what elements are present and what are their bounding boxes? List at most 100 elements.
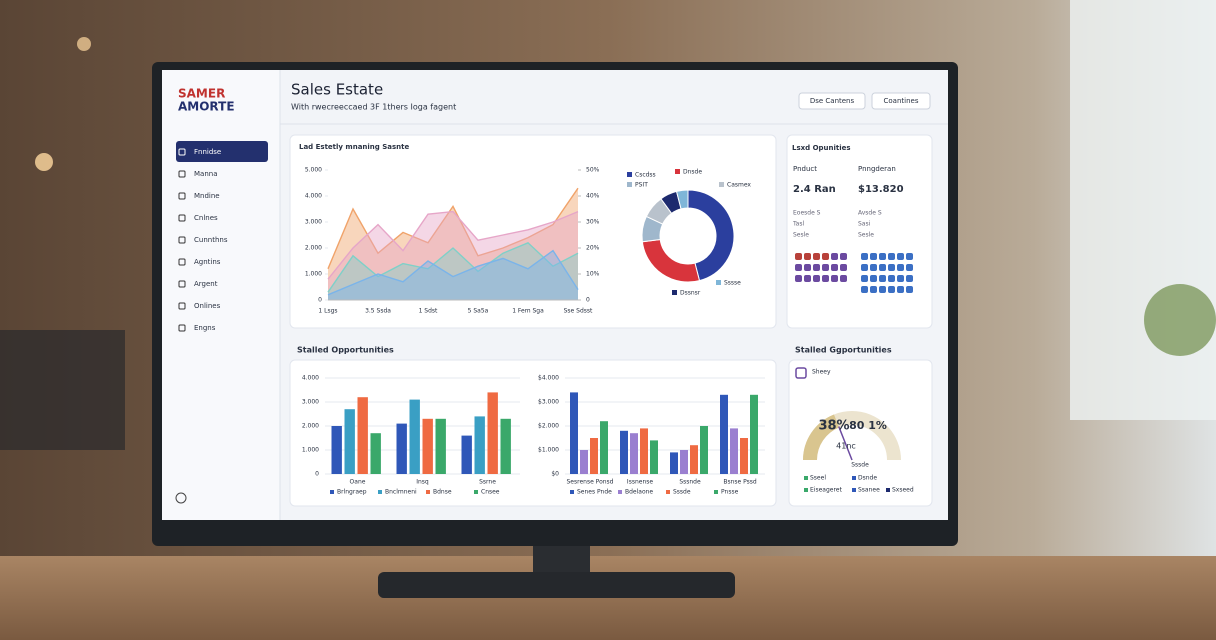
- brand-icon: [795, 367, 807, 379]
- button[interactable]: [871, 92, 931, 110]
- x-tick-label: Sssnde: [679, 479, 701, 486]
- nav-icon[interactable]: [178, 148, 186, 156]
- window: [1070, 0, 1216, 420]
- stat-line: Eoesde S: [793, 210, 821, 217]
- dot: [795, 264, 802, 271]
- page-title: Sales Estate: [291, 81, 383, 99]
- nav-icon[interactable]: [178, 302, 186, 310]
- y-tick-label: $0: [551, 471, 559, 478]
- nav-item[interactable]: Argent: [194, 280, 218, 288]
- legend-label: Sssse: [724, 280, 741, 287]
- legend-label: Brlngraep: [337, 489, 367, 496]
- dot: [840, 264, 847, 271]
- button[interactable]: [798, 92, 866, 110]
- dot: [804, 253, 811, 260]
- x-tick-label: 5 Sa5a: [468, 308, 489, 315]
- nav-icon[interactable]: [178, 280, 186, 288]
- y-tick-label: $1.000: [538, 447, 559, 454]
- x-tick-label: Insq: [416, 479, 429, 486]
- nav-item[interactable]: Onlines: [194, 302, 221, 310]
- button-label[interactable]: Dse Cantens: [810, 97, 855, 105]
- y2-tick-label: 50%: [586, 167, 600, 174]
- gauge-secondary: 80 1%: [849, 419, 887, 432]
- nav-item[interactable]: Mndine: [194, 192, 220, 200]
- y-tick-label: 3.000: [305, 219, 322, 226]
- area-fill: [328, 188, 578, 300]
- help-icon[interactable]: [175, 492, 187, 504]
- dot: [870, 275, 877, 282]
- y-tick-label: 0: [315, 471, 319, 478]
- y2-tick-label: 10%: [586, 271, 600, 278]
- nav-item[interactable]: Cunnthns: [194, 236, 228, 244]
- nav-icon[interactable]: [178, 236, 186, 244]
- bar: [670, 452, 678, 474]
- legend-swatch: [627, 182, 632, 187]
- x-tick-label: Issnense: [627, 479, 653, 486]
- dot: [795, 275, 802, 282]
- dot: [795, 253, 802, 260]
- dot: [813, 275, 820, 282]
- nav-icon[interactable]: [178, 170, 186, 178]
- legend-swatch: [852, 476, 856, 480]
- bar: [474, 416, 485, 474]
- bar: [650, 440, 658, 474]
- legend-swatch: [618, 490, 622, 494]
- panel-title: Lsxd Opunities: [792, 144, 851, 152]
- button-label[interactable]: Coantines: [884, 97, 919, 105]
- bar: [720, 394, 728, 474]
- lamp: [77, 37, 91, 51]
- logo: AMORTE: [178, 100, 235, 114]
- bar: [500, 418, 511, 474]
- bar: [640, 428, 648, 474]
- legend-label: Bdnse: [433, 489, 452, 496]
- legend-swatch: [714, 490, 718, 494]
- dot: [870, 264, 877, 271]
- nav-item[interactable]: Manna: [194, 170, 218, 178]
- nav-icon[interactable]: [178, 258, 186, 266]
- bar: [435, 418, 446, 474]
- bar: [409, 399, 420, 474]
- dot: [879, 264, 886, 271]
- y2-tick-label: 20%: [586, 245, 600, 252]
- dot: [879, 286, 886, 293]
- nav-item[interactable]: Cnlnes: [194, 214, 218, 222]
- bar: [331, 426, 342, 474]
- bar: [630, 433, 638, 474]
- dot: [822, 275, 829, 282]
- dot: [831, 275, 838, 282]
- legend-swatch: [426, 490, 430, 494]
- stat-value: $13.820: [858, 184, 904, 195]
- dot: [879, 253, 886, 260]
- nav-item[interactable]: Engns: [194, 324, 216, 332]
- legend-swatch: [627, 172, 632, 177]
- panel: [289, 134, 777, 329]
- nav-icon[interactable]: [178, 192, 186, 200]
- legend-label: Bnclmneni: [385, 489, 417, 496]
- area-fill: [328, 242, 578, 300]
- nav-item[interactable]: Fnnidse: [194, 148, 221, 156]
- bar: [487, 392, 498, 474]
- legend-swatch: [570, 490, 574, 494]
- panel: [788, 359, 933, 507]
- y-tick-label: $3.000: [538, 399, 559, 406]
- monitor-base: [378, 572, 735, 598]
- dot: [840, 275, 847, 282]
- stat-line: Avsde S: [858, 210, 882, 217]
- stat-label: Pnngderan: [858, 165, 896, 173]
- nav-icon[interactable]: [178, 214, 186, 222]
- x-tick-label: Bsnse Pssd: [723, 479, 757, 486]
- area-line: [327, 241, 579, 293]
- nav-item[interactable]: Agntins: [194, 258, 221, 266]
- dot: [840, 253, 847, 260]
- nav-icon[interactable]: [178, 324, 186, 332]
- dot: [831, 264, 838, 271]
- y-tick-label: 5.000: [305, 167, 322, 174]
- dot: [879, 275, 886, 282]
- bar: [357, 397, 368, 474]
- nav-active[interactable]: [176, 141, 268, 162]
- chart-title: Lad Estetly mnaning Sasnte: [299, 143, 409, 151]
- y-tick-label: 1.000: [302, 447, 319, 454]
- dot: [897, 275, 904, 282]
